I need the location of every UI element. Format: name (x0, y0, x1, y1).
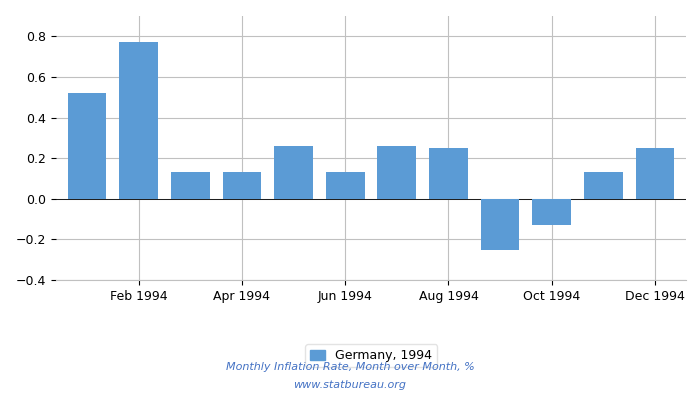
Legend: Germany, 1994: Germany, 1994 (305, 344, 437, 367)
Bar (429, 148, 468, 199)
Text: Monthly Inflation Rate, Month over Month, %: Monthly Inflation Rate, Month over Month… (225, 362, 475, 372)
Bar (119, 42, 158, 199)
Bar (274, 146, 313, 199)
Bar (481, 199, 519, 250)
Bar (584, 172, 623, 199)
Bar (223, 172, 261, 199)
Bar (377, 146, 416, 199)
Bar (636, 148, 674, 199)
Bar (171, 172, 209, 199)
Bar (326, 172, 365, 199)
Text: www.statbureau.org: www.statbureau.org (293, 380, 407, 390)
Bar (533, 199, 571, 225)
Bar (68, 93, 106, 199)
